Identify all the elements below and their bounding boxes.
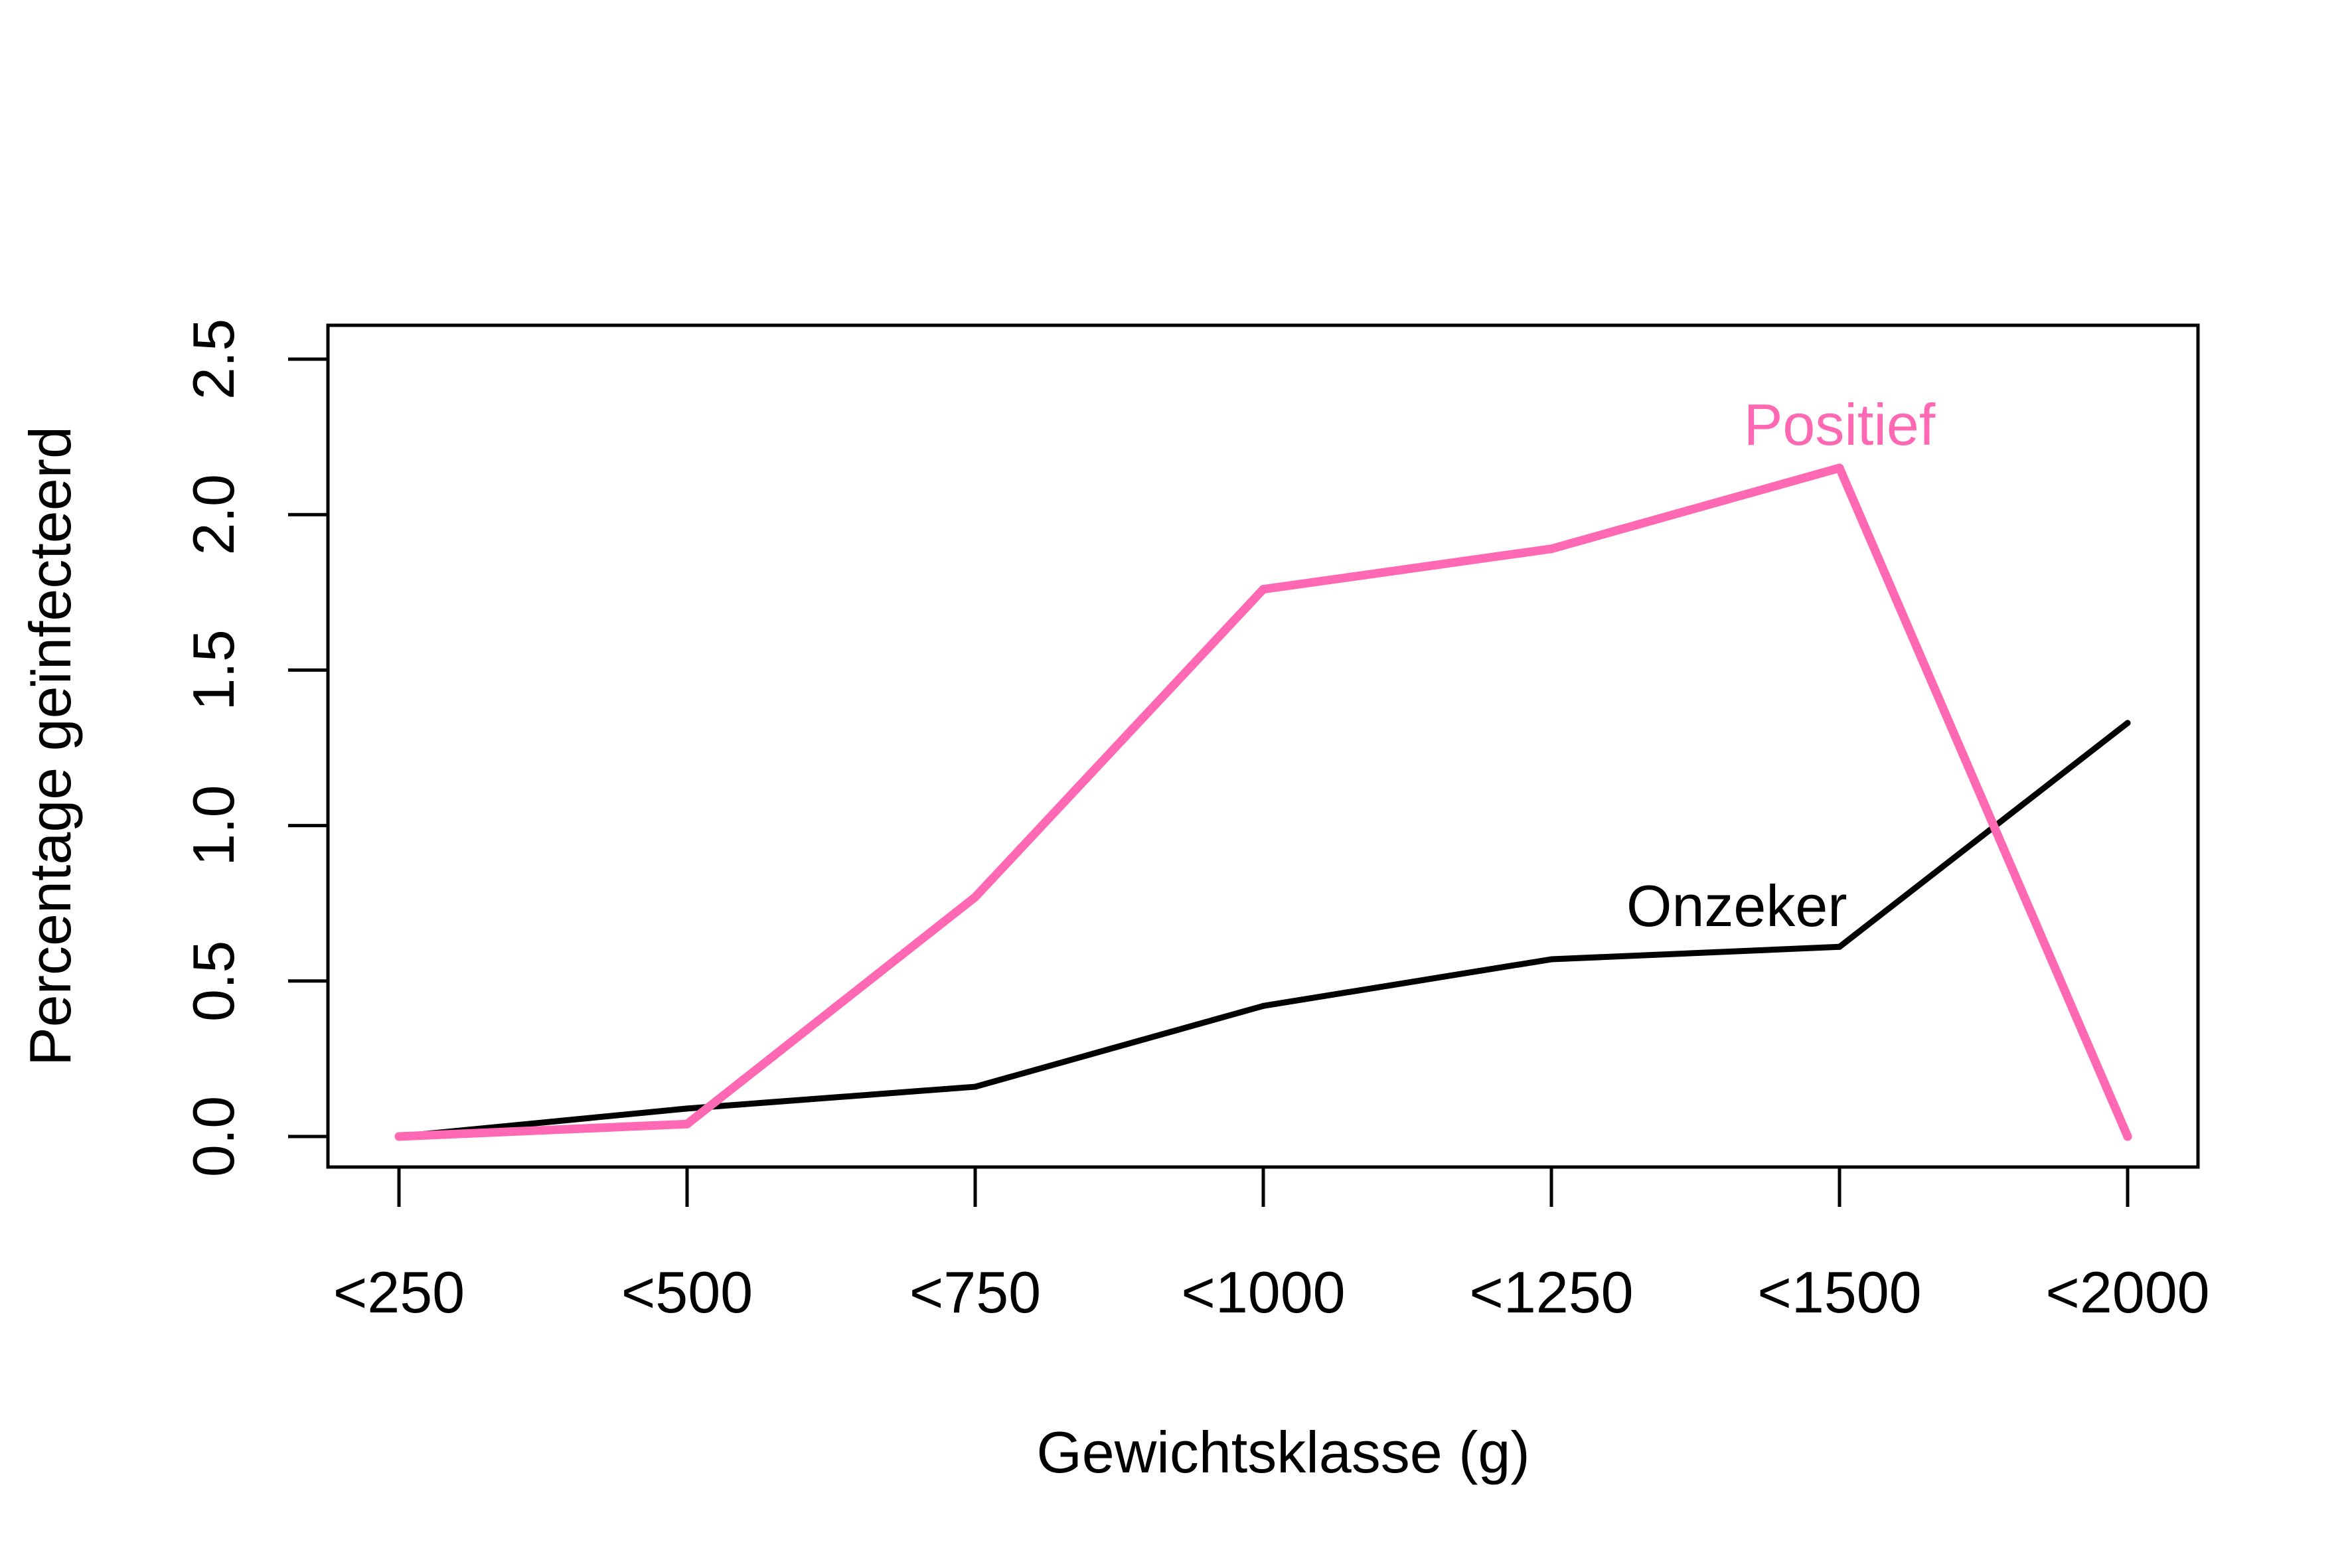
series-label-onzeker: Onzeker: [1626, 873, 1847, 939]
data-point: [394, 1132, 404, 1141]
data-point: [2123, 1132, 2132, 1141]
y-axis: 0.0 0.5 1.0 1.5 2.0 2.5: [181, 319, 330, 1177]
data-point: [684, 1105, 690, 1112]
data-point: [972, 1083, 979, 1090]
y-tick-label: 1.0: [181, 785, 246, 866]
y-tick-label: 2.5: [181, 319, 246, 400]
x-tick-label: <500: [621, 1259, 753, 1325]
x-axis-title: Gewichtsklasse (g): [1036, 1419, 1529, 1485]
series-line-onzeker: [396, 720, 2131, 1140]
data-point: [1260, 1002, 1267, 1009]
y-axis-title: Percentage geïnfecteerd: [17, 426, 83, 1066]
x-tick-label: <750: [909, 1259, 1041, 1325]
series-label-positief: Positief: [1744, 392, 1936, 457]
x-tick-label: <250: [333, 1259, 465, 1325]
data-point: [2124, 720, 2131, 726]
y-tick-label: 0.5: [181, 941, 246, 1022]
y-tick-label: 0.0: [181, 1096, 246, 1177]
x-axis: <250 <500 <750 <1000 <1250 <1500 <2000: [333, 1165, 2210, 1325]
x-tick-label: <1000: [1181, 1259, 1345, 1325]
x-tick-label: <2000: [2045, 1259, 2209, 1325]
series-layer: Onzeker Positief: [394, 392, 2132, 1141]
data-point: [1835, 463, 1844, 473]
series-line-positief: [394, 463, 2132, 1141]
data-point: [682, 1119, 692, 1129]
data-point: [1259, 585, 1268, 594]
x-tick-label: <1500: [1757, 1259, 1921, 1325]
y-tick-label: 1.5: [181, 629, 246, 710]
data-point: [971, 892, 980, 902]
y-tick-label: 2.0: [181, 474, 246, 555]
data-point: [1547, 544, 1556, 554]
data-point: [1836, 943, 1843, 950]
data-point: [1548, 956, 1555, 963]
x-tick-label: <1250: [1469, 1259, 1633, 1325]
